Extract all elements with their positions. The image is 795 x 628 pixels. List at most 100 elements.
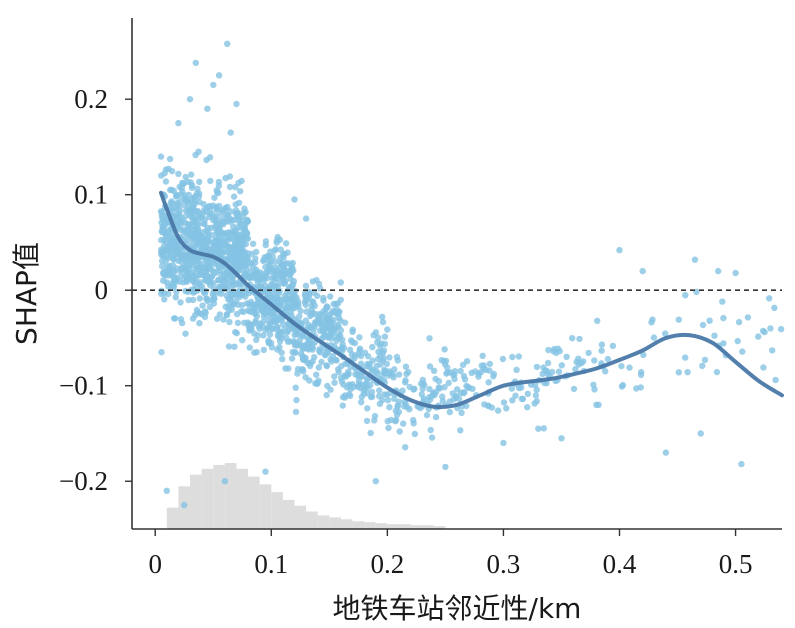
y-tick-label: 0.1 [74, 180, 108, 210]
scatter-point [329, 329, 336, 336]
scatter-point [386, 354, 393, 361]
histogram-bar [248, 476, 260, 529]
scatter-point [230, 244, 238, 252]
trend-line [159, 190, 784, 410]
scatter-point [234, 319, 242, 327]
scatter-point [249, 240, 257, 247]
scatter-point [320, 297, 327, 304]
scatter-point [167, 199, 175, 207]
scatter-point [225, 296, 232, 303]
scatter-point [174, 248, 182, 255]
scatter-point [191, 201, 198, 208]
histogram-bar [166, 507, 179, 529]
scatter-point [391, 395, 398, 402]
x-axis-ticks: 0 0.1 0.2 0.3 0.4 0.5 [148, 529, 752, 579]
scatter-point [166, 236, 173, 243]
scatter-point [211, 238, 218, 245]
scatter-point [231, 290, 239, 297]
scatter-point [555, 368, 563, 375]
scatter-point [292, 408, 300, 415]
scatter-point [226, 173, 234, 180]
scatter-point [186, 96, 194, 103]
scatter-point [230, 193, 238, 200]
scatter-point [292, 340, 300, 347]
scatter-point [160, 252, 167, 260]
scatter-point [335, 369, 342, 376]
scatter-point [273, 237, 281, 244]
scatter-point [259, 318, 267, 326]
scatter-point [222, 303, 229, 310]
scatter-point [303, 308, 310, 315]
scatter-point [732, 269, 739, 277]
scatter-point [533, 363, 541, 371]
scatter-point [719, 298, 726, 305]
scatter-point [457, 367, 464, 375]
scatter-point [216, 283, 223, 291]
scatter-point [363, 417, 371, 425]
scatter-point [446, 398, 453, 405]
scatter-point [306, 377, 313, 384]
scatter-point [196, 320, 203, 327]
scatter-point [381, 333, 389, 340]
scatter-point [591, 357, 598, 364]
scatter-point [639, 267, 646, 275]
scatter-point [272, 258, 279, 265]
histogram [166, 463, 446, 529]
scatter-point [402, 363, 410, 370]
scatter-point [441, 346, 448, 353]
scatter-point [500, 439, 507, 447]
scatter-point [369, 343, 376, 351]
histogram-bar [352, 521, 365, 529]
scatter-point [192, 59, 199, 67]
scatter-point [238, 308, 245, 315]
scatter-point [442, 463, 449, 471]
scatter-point [386, 404, 393, 411]
y-axis-title: SHAP值 [10, 242, 43, 345]
scatter-point [234, 301, 242, 308]
scatter-point [313, 371, 320, 378]
scatter-point [293, 302, 300, 309]
scatter-point [618, 362, 625, 370]
x-tick-label: 0.5 [719, 549, 753, 579]
scatter-point [478, 362, 485, 369]
scatter-point [203, 271, 210, 278]
scatter-point [558, 362, 565, 369]
scatter-point [246, 344, 253, 351]
scatter-point [508, 385, 515, 392]
scatter-point [292, 384, 299, 391]
scatter-point [650, 334, 658, 341]
scatter-point [175, 203, 183, 210]
scatter-point [195, 220, 203, 227]
scatter-point [243, 230, 251, 237]
scatter-point [235, 264, 243, 271]
scatter-point [165, 290, 172, 298]
scatter-point [200, 200, 207, 208]
histogram-bar [387, 524, 399, 529]
scatter-point [593, 401, 600, 408]
scatter-point [713, 368, 721, 376]
scatter-point [356, 334, 363, 341]
scatter-point [515, 384, 523, 392]
scatter-point [479, 352, 486, 359]
scatter-point [290, 281, 297, 288]
scatter-point [318, 358, 325, 366]
scatter-point [379, 313, 386, 321]
scatter-point [166, 229, 173, 236]
x-tick-label: 0 [148, 549, 162, 579]
scatter-point [772, 376, 779, 384]
histogram-bar [236, 468, 249, 529]
scatter-point [428, 434, 436, 441]
scatter-point [441, 384, 448, 391]
scatter-point [351, 355, 358, 362]
scatter-point [459, 361, 467, 368]
scatter-point [246, 327, 253, 334]
scatter-point [777, 325, 785, 333]
scatter-point [190, 208, 197, 216]
scatter-point [406, 406, 413, 413]
scatter-point [175, 170, 182, 178]
scatter-point [376, 400, 384, 407]
scatter-point [598, 341, 606, 348]
scatter-point [211, 194, 218, 201]
scatter-point [323, 391, 330, 399]
scatter-point [315, 364, 323, 371]
